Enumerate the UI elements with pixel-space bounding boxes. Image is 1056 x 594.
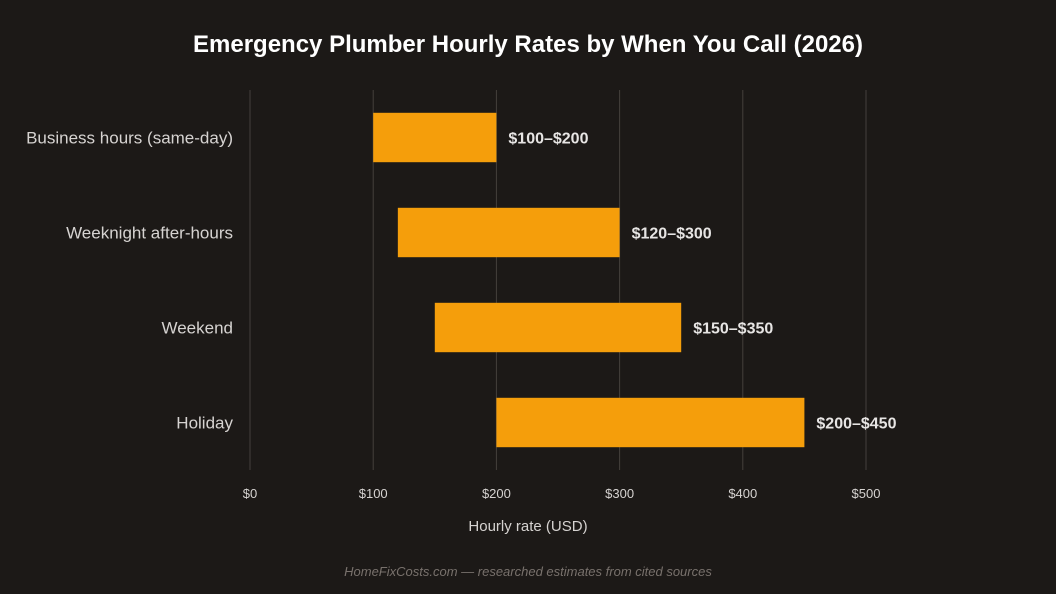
bar-value-label: $120–$300 [632,226,712,243]
x-tick-label: $400 [728,486,757,501]
x-tick-label: $100 [359,486,388,501]
bar [397,207,620,258]
bar-value-label: $100–$200 [508,131,588,148]
bar [496,397,805,448]
bar [373,112,497,163]
bars: Business hours (same-day) $100–$200 Weekni… [26,112,897,448]
category-label: Weeknight after-hours [66,224,233,243]
category-label: Weekend [161,319,233,338]
x-axis-title: Hourly rate (USD) [468,518,587,535]
x-axis-ticks: $0 $100 $200 $300 $400 $500 [243,486,881,501]
bar-value-label: $200–$450 [816,416,896,433]
bar-value-label: $150–$350 [693,321,773,338]
chart-title: Emergency Plumber Hourly Rates by When Y… [193,31,863,58]
x-tick-label: $200 [482,486,511,501]
x-tick-label: $0 [243,486,257,501]
x-tick-label: $300 [605,486,634,501]
category-label: Business hours (same-day) [26,129,233,148]
bar [434,302,682,353]
x-tick-label: $500 [852,486,881,501]
source-footer: HomeFixCosts.com — researched estimates … [344,564,712,579]
category-label: Holiday [176,414,233,433]
